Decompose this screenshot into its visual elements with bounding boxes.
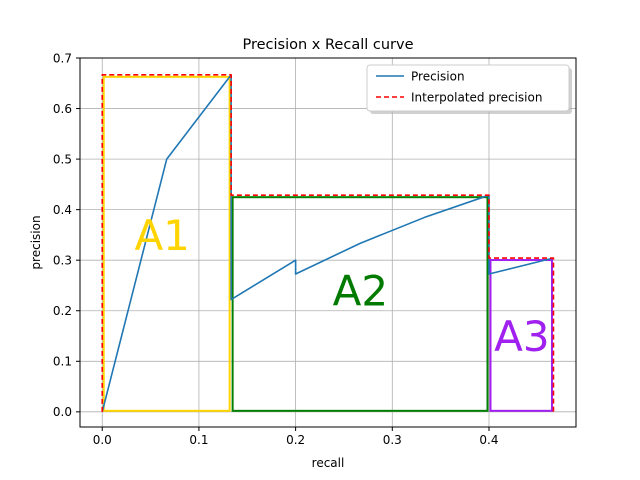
x-tick-label: 0.4 xyxy=(479,433,498,447)
y-tick-label: 0.7 xyxy=(53,51,72,65)
y-tick-label: 0.5 xyxy=(53,152,72,166)
x-tick-label: 0.0 xyxy=(93,433,112,447)
chart-title: Precision x Recall curve xyxy=(243,37,414,53)
region-labels: A1 A2 A3 xyxy=(134,211,549,361)
x-tick-label: 0.2 xyxy=(286,433,305,447)
region-a1-rect xyxy=(102,75,231,412)
y-axis-label: precision xyxy=(29,215,43,269)
legend: Precision Interpolated precision xyxy=(366,64,572,114)
area-regions xyxy=(102,75,553,412)
y-tick-label: 0.4 xyxy=(53,203,72,217)
x-tick-label: 0.1 xyxy=(189,433,208,447)
series-lines xyxy=(101,74,555,413)
region-a2-rect xyxy=(231,196,489,412)
series-precision-line xyxy=(101,74,554,413)
region-a3-rect xyxy=(489,259,553,412)
region-a2-label: A2 xyxy=(333,267,388,316)
y-tick-label: 0.1 xyxy=(53,355,72,369)
legend-interpolated-label: Interpolated precision xyxy=(411,91,542,105)
y-tick-label: 0.6 xyxy=(53,102,72,116)
plot-frame xyxy=(79,57,577,428)
y-tick-label: 0.0 xyxy=(53,405,72,419)
region-a3-label: A3 xyxy=(494,312,549,361)
legend-precision-label: Precision xyxy=(411,70,465,84)
region-a1-label: A1 xyxy=(134,211,189,260)
y-tick-label: 0.2 xyxy=(53,304,72,318)
axis-ticks: 0.0 0.1 0.2 0.3 0.4 0.0 0.1 0.2 0.3 0.4 0.5 0.6 0.7 xyxy=(53,51,499,447)
series-interpolated-precision-line xyxy=(101,74,555,412)
legend-box xyxy=(366,64,570,112)
x-axis-label: recall xyxy=(312,456,345,470)
x-tick-label: 0.3 xyxy=(383,433,402,447)
y-tick-label: 0.3 xyxy=(53,253,72,267)
